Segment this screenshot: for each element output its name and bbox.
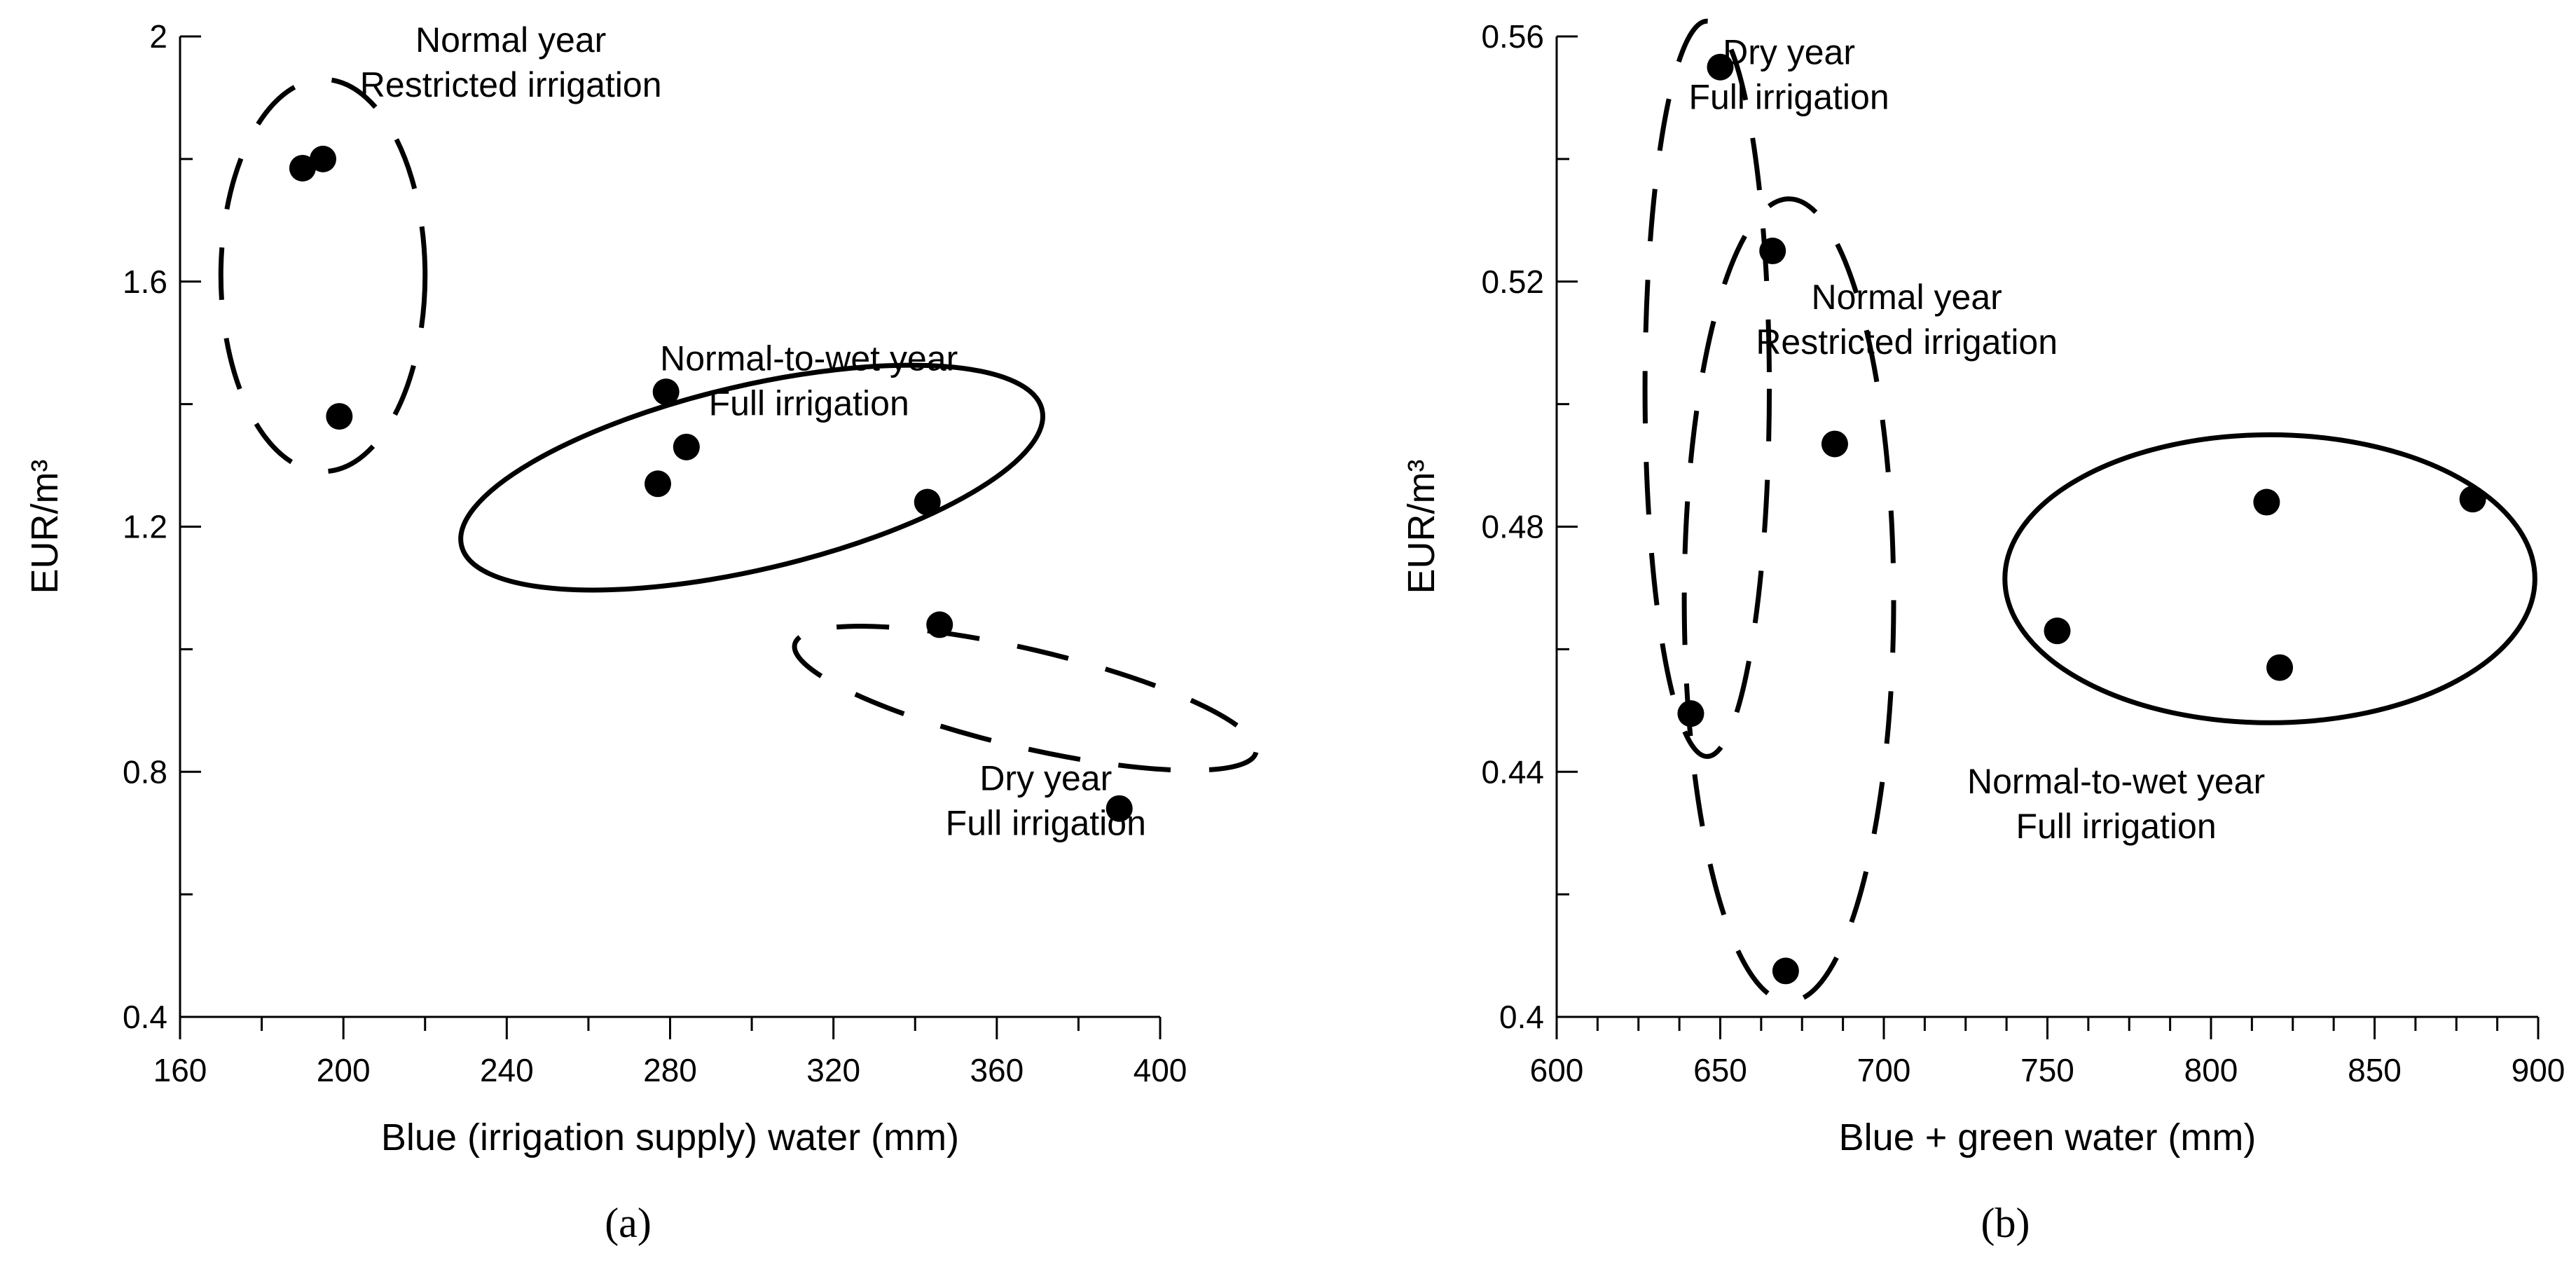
group-ellipse — [1642, 18, 1772, 759]
data-point — [2253, 488, 2280, 516]
panel-a: 160 200 240 280 320 360 400 0.4 0.8 1.2 1.6 2 Blue (… — [24, 18, 1259, 1246]
y-tick-label: 1.6 — [123, 264, 167, 300]
group-annotation: Normal year — [415, 20, 606, 60]
x-tick-label: 200 — [317, 1052, 371, 1088]
x-tick-label: 850 — [2348, 1052, 2402, 1088]
data-point — [2266, 654, 2294, 681]
panel-label: (a) — [605, 1200, 652, 1246]
data-point — [2459, 486, 2486, 513]
x-tick-label: 360 — [970, 1052, 1024, 1088]
group-ellipse — [2002, 432, 2537, 725]
group-annotation: Full irrigation — [1688, 77, 1889, 116]
y-tick-label: 0.48 — [1481, 509, 1544, 545]
data-point — [673, 433, 700, 460]
group-annotation: Full irrigation — [2016, 807, 2216, 846]
y-tick-label: 0.52 — [1481, 264, 1544, 300]
panel-label: (b) — [1981, 1200, 2030, 1246]
x-tick-label: 160 — [153, 1052, 207, 1088]
y-axis-label: EUR/m³ — [1400, 460, 1442, 594]
x-tick-label: 320 — [806, 1052, 860, 1088]
y-tick-label: 0.56 — [1481, 18, 1544, 55]
group-ellipse — [458, 362, 1045, 593]
y-tick-label: 2 — [149, 18, 167, 55]
x-tick-label: 750 — [2020, 1052, 2074, 1088]
group-ellipse — [218, 76, 428, 474]
group-annotation: Dry year — [979, 758, 1112, 798]
data-point — [1707, 53, 1734, 81]
x-tick-label: 600 — [1530, 1052, 1584, 1088]
x-tick-label: 800 — [2184, 1052, 2238, 1088]
group-annotation: Restricted irrigation — [1756, 322, 2058, 362]
y-tick-label: 1.2 — [123, 509, 167, 545]
x-axis-label: Blue (irrigation supply) water (mm) — [381, 1116, 959, 1158]
x-axis-label: Blue + green water (mm) — [1839, 1116, 2257, 1158]
panel-b: 600 650 700 750 800 850 900 0.4 0.44 0.48 0.52 0.56… — [1400, 18, 2565, 1246]
x-tick-label: 700 — [1857, 1052, 1911, 1088]
y-axis-label: EUR/m³ — [24, 460, 66, 594]
data-point — [2044, 617, 2071, 645]
data-point — [326, 403, 353, 430]
y-tick-label: 0.8 — [123, 753, 167, 790]
y-tick-label: 0.4 — [1499, 999, 1544, 1035]
data-point — [645, 470, 672, 498]
data-point — [926, 611, 953, 638]
x-tick-label: 280 — [643, 1052, 697, 1088]
group-annotation: Dry year — [1723, 32, 1855, 71]
data-point — [1759, 238, 1786, 265]
data-point — [1772, 957, 1799, 985]
group-ellipse — [1681, 196, 1896, 1004]
data-point — [310, 145, 337, 172]
data-point — [914, 488, 941, 516]
group-annotation: Full irrigation — [946, 803, 1146, 842]
x-tick-label: 400 — [1134, 1052, 1187, 1088]
group-ellipse — [792, 623, 1259, 773]
data-point — [652, 378, 680, 406]
group-annotation: Normal year — [1812, 278, 2002, 317]
data-point — [1106, 795, 1133, 822]
y-tick-label: 0.4 — [123, 999, 167, 1035]
x-tick-label: 650 — [1693, 1052, 1747, 1088]
group-annotation: Full irrigation — [709, 384, 909, 423]
y-tick-label: 0.44 — [1481, 753, 1544, 790]
x-tick-label: 900 — [2512, 1052, 2565, 1088]
data-point — [289, 154, 316, 182]
group-annotation: Restricted irrigation — [360, 65, 662, 104]
data-point — [1821, 430, 1848, 458]
group-annotation: Normal-to-wet year — [1967, 762, 2265, 801]
data-point — [1677, 700, 1704, 727]
x-tick-label: 240 — [480, 1052, 534, 1088]
group-annotation: Normal-to-wet year — [660, 339, 958, 378]
